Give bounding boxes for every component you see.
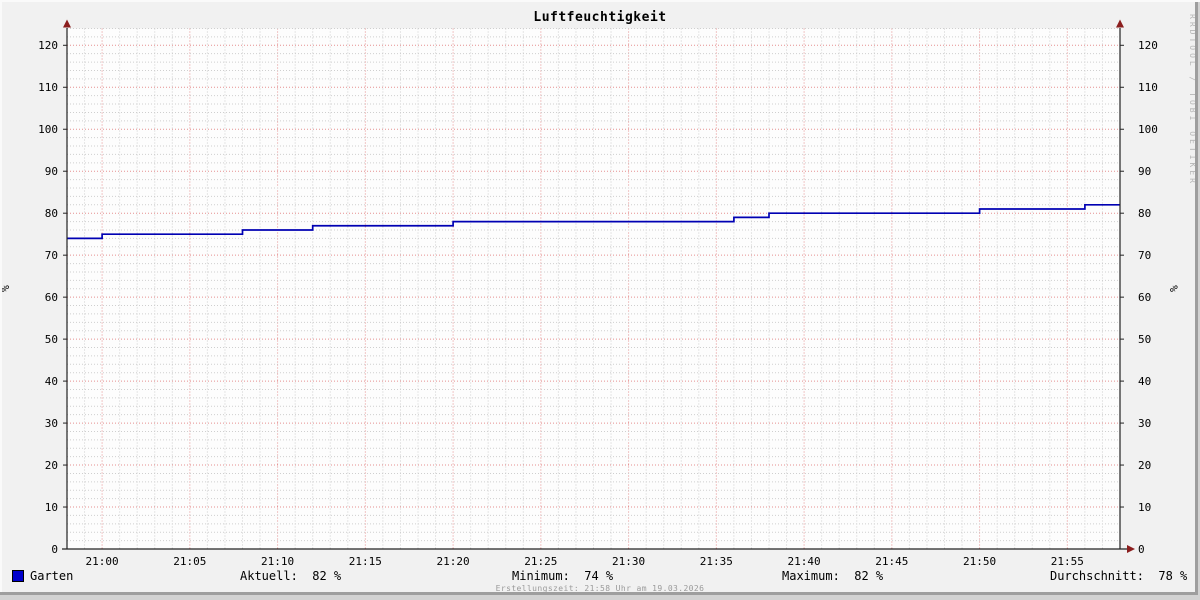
y-tick-label-right: 60: [1138, 290, 1152, 304]
creation-timestamp: Erstellungszeit: 21:58 Uhr am 19.03.2026: [495, 584, 705, 593]
y-tick-label-left: 110: [38, 80, 58, 94]
y-axis-arrow-right: [1116, 19, 1124, 28]
y-tick-label-right: 100: [1138, 122, 1158, 136]
y-tick-label-left: 0: [51, 542, 58, 556]
x-tick-label: 21:05: [173, 555, 207, 568]
y-tick-label-left: 40: [44, 374, 58, 388]
x-tick-label: 21:45: [875, 555, 909, 568]
x-tick-label: 21:30: [612, 555, 646, 568]
y-tick-label-right: 40: [1138, 374, 1152, 388]
y-tick-label-left: 70: [44, 248, 58, 262]
y-tick-label-left: 120: [38, 38, 58, 52]
y-tick-label-right: 120: [1138, 38, 1158, 52]
y-tick-label-right: 90: [1138, 164, 1152, 178]
image-bevel-left: [0, 2, 2, 592]
y-tick-label-right: 110: [1138, 80, 1158, 94]
x-tick-label: 21:55: [1050, 555, 1084, 568]
stat-maximum: Maximum: 82 %: [782, 569, 884, 583]
image-bevel-right: [1195, 0, 1198, 595]
y-tick-label-left: 10: [44, 500, 58, 514]
y-tick-label-left: 100: [38, 122, 58, 136]
stat-minimum: Minimum: 74 %: [512, 569, 614, 583]
stat-current: Aktuell: 82 %: [240, 569, 342, 583]
x-tick-label: 21:15: [348, 555, 382, 568]
y-tick-label-left: 90: [44, 164, 58, 178]
image-bevel-bottom-outer: [0, 595, 1200, 600]
rrdtool-watermark: RRDTOOL / TOBI OETIKER: [1188, 14, 1197, 186]
y-tick-label-left: 80: [44, 206, 58, 220]
y-tick-label-right: 10: [1138, 500, 1152, 514]
y-tick-label-right: 0: [1138, 542, 1145, 556]
legend-color-swatch: [12, 570, 24, 582]
plot-background: [67, 28, 1120, 549]
y-tick-label-left: 50: [44, 332, 58, 346]
x-tick-label: 21:20: [436, 555, 470, 568]
image-bevel-right-outer: [1198, 0, 1200, 600]
x-axis-arrow: [1127, 545, 1135, 553]
image-bevel-top: [0, 0, 1200, 2]
stat-average: Durchschnitt: 78 %: [1050, 569, 1188, 583]
series-line-garten: [67, 203, 1120, 240]
image-bevel-bottom: [0, 592, 1198, 595]
y-tick-label-right: 30: [1138, 416, 1152, 430]
x-tick-label: 21:40: [787, 555, 821, 568]
y-tick-label-left: 60: [44, 290, 58, 304]
x-tick-label: 21:25: [524, 555, 558, 568]
y-tick-label-right: 70: [1138, 248, 1152, 262]
y-tick-label-left: 20: [44, 458, 58, 472]
y-tick-label-left: 30: [44, 416, 58, 430]
x-tick-label: 21:10: [261, 555, 295, 568]
y-tick-label-right: 50: [1138, 332, 1152, 346]
x-tick-label: 21:50: [963, 555, 997, 568]
x-tick-label: 21:00: [85, 555, 119, 568]
y-axis-arrow-left: [63, 19, 71, 28]
x-tick-label: 21:35: [699, 555, 733, 568]
chart-title: Luftfeuchtigkeit: [533, 10, 667, 25]
y-tick-label-right: 80: [1138, 206, 1152, 220]
y-tick-label-right: 20: [1138, 458, 1152, 472]
legend-series-label: Garten: [30, 569, 74, 583]
